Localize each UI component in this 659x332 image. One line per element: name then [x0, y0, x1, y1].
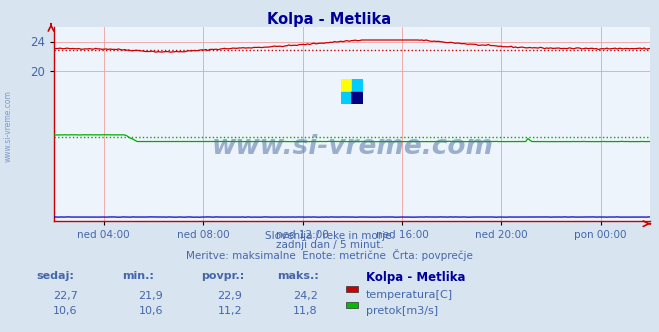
Text: 10,6: 10,6 [53, 306, 77, 316]
Bar [341, 92, 349, 104]
Text: maks.:: maks.: [277, 271, 318, 281]
Text: 21,9: 21,9 [138, 290, 163, 300]
Text: 22,9: 22,9 [217, 290, 243, 300]
Text: 11,2: 11,2 [217, 306, 242, 316]
Bar [341, 79, 352, 92]
Text: sedaj:: sedaj: [36, 271, 74, 281]
Text: povpr.:: povpr.: [201, 271, 244, 281]
Text: 22,7: 22,7 [53, 290, 78, 300]
Text: 11,8: 11,8 [293, 306, 318, 316]
Text: www.si-vreme.com: www.si-vreme.com [3, 90, 13, 162]
Text: Kolpa - Metlika: Kolpa - Metlika [366, 271, 465, 284]
Bar [352, 79, 363, 92]
Text: temperatura[C]: temperatura[C] [366, 290, 453, 300]
Text: Meritve: maksimalne  Enote: metrične  Črta: povprečje: Meritve: maksimalne Enote: metrične Črta… [186, 249, 473, 261]
Polygon shape [352, 79, 363, 92]
Bar [349, 92, 363, 104]
Text: pretok[m3/s]: pretok[m3/s] [366, 306, 438, 316]
Text: 24,2: 24,2 [293, 290, 318, 300]
Text: zadnji dan / 5 minut.: zadnji dan / 5 minut. [275, 240, 384, 250]
Text: www.si-vreme.com: www.si-vreme.com [212, 134, 493, 160]
Text: min.:: min.: [122, 271, 154, 281]
Text: Kolpa - Metlika: Kolpa - Metlika [268, 12, 391, 27]
Text: Slovenija / reke in morje.: Slovenija / reke in morje. [264, 231, 395, 241]
Text: 10,6: 10,6 [138, 306, 163, 316]
